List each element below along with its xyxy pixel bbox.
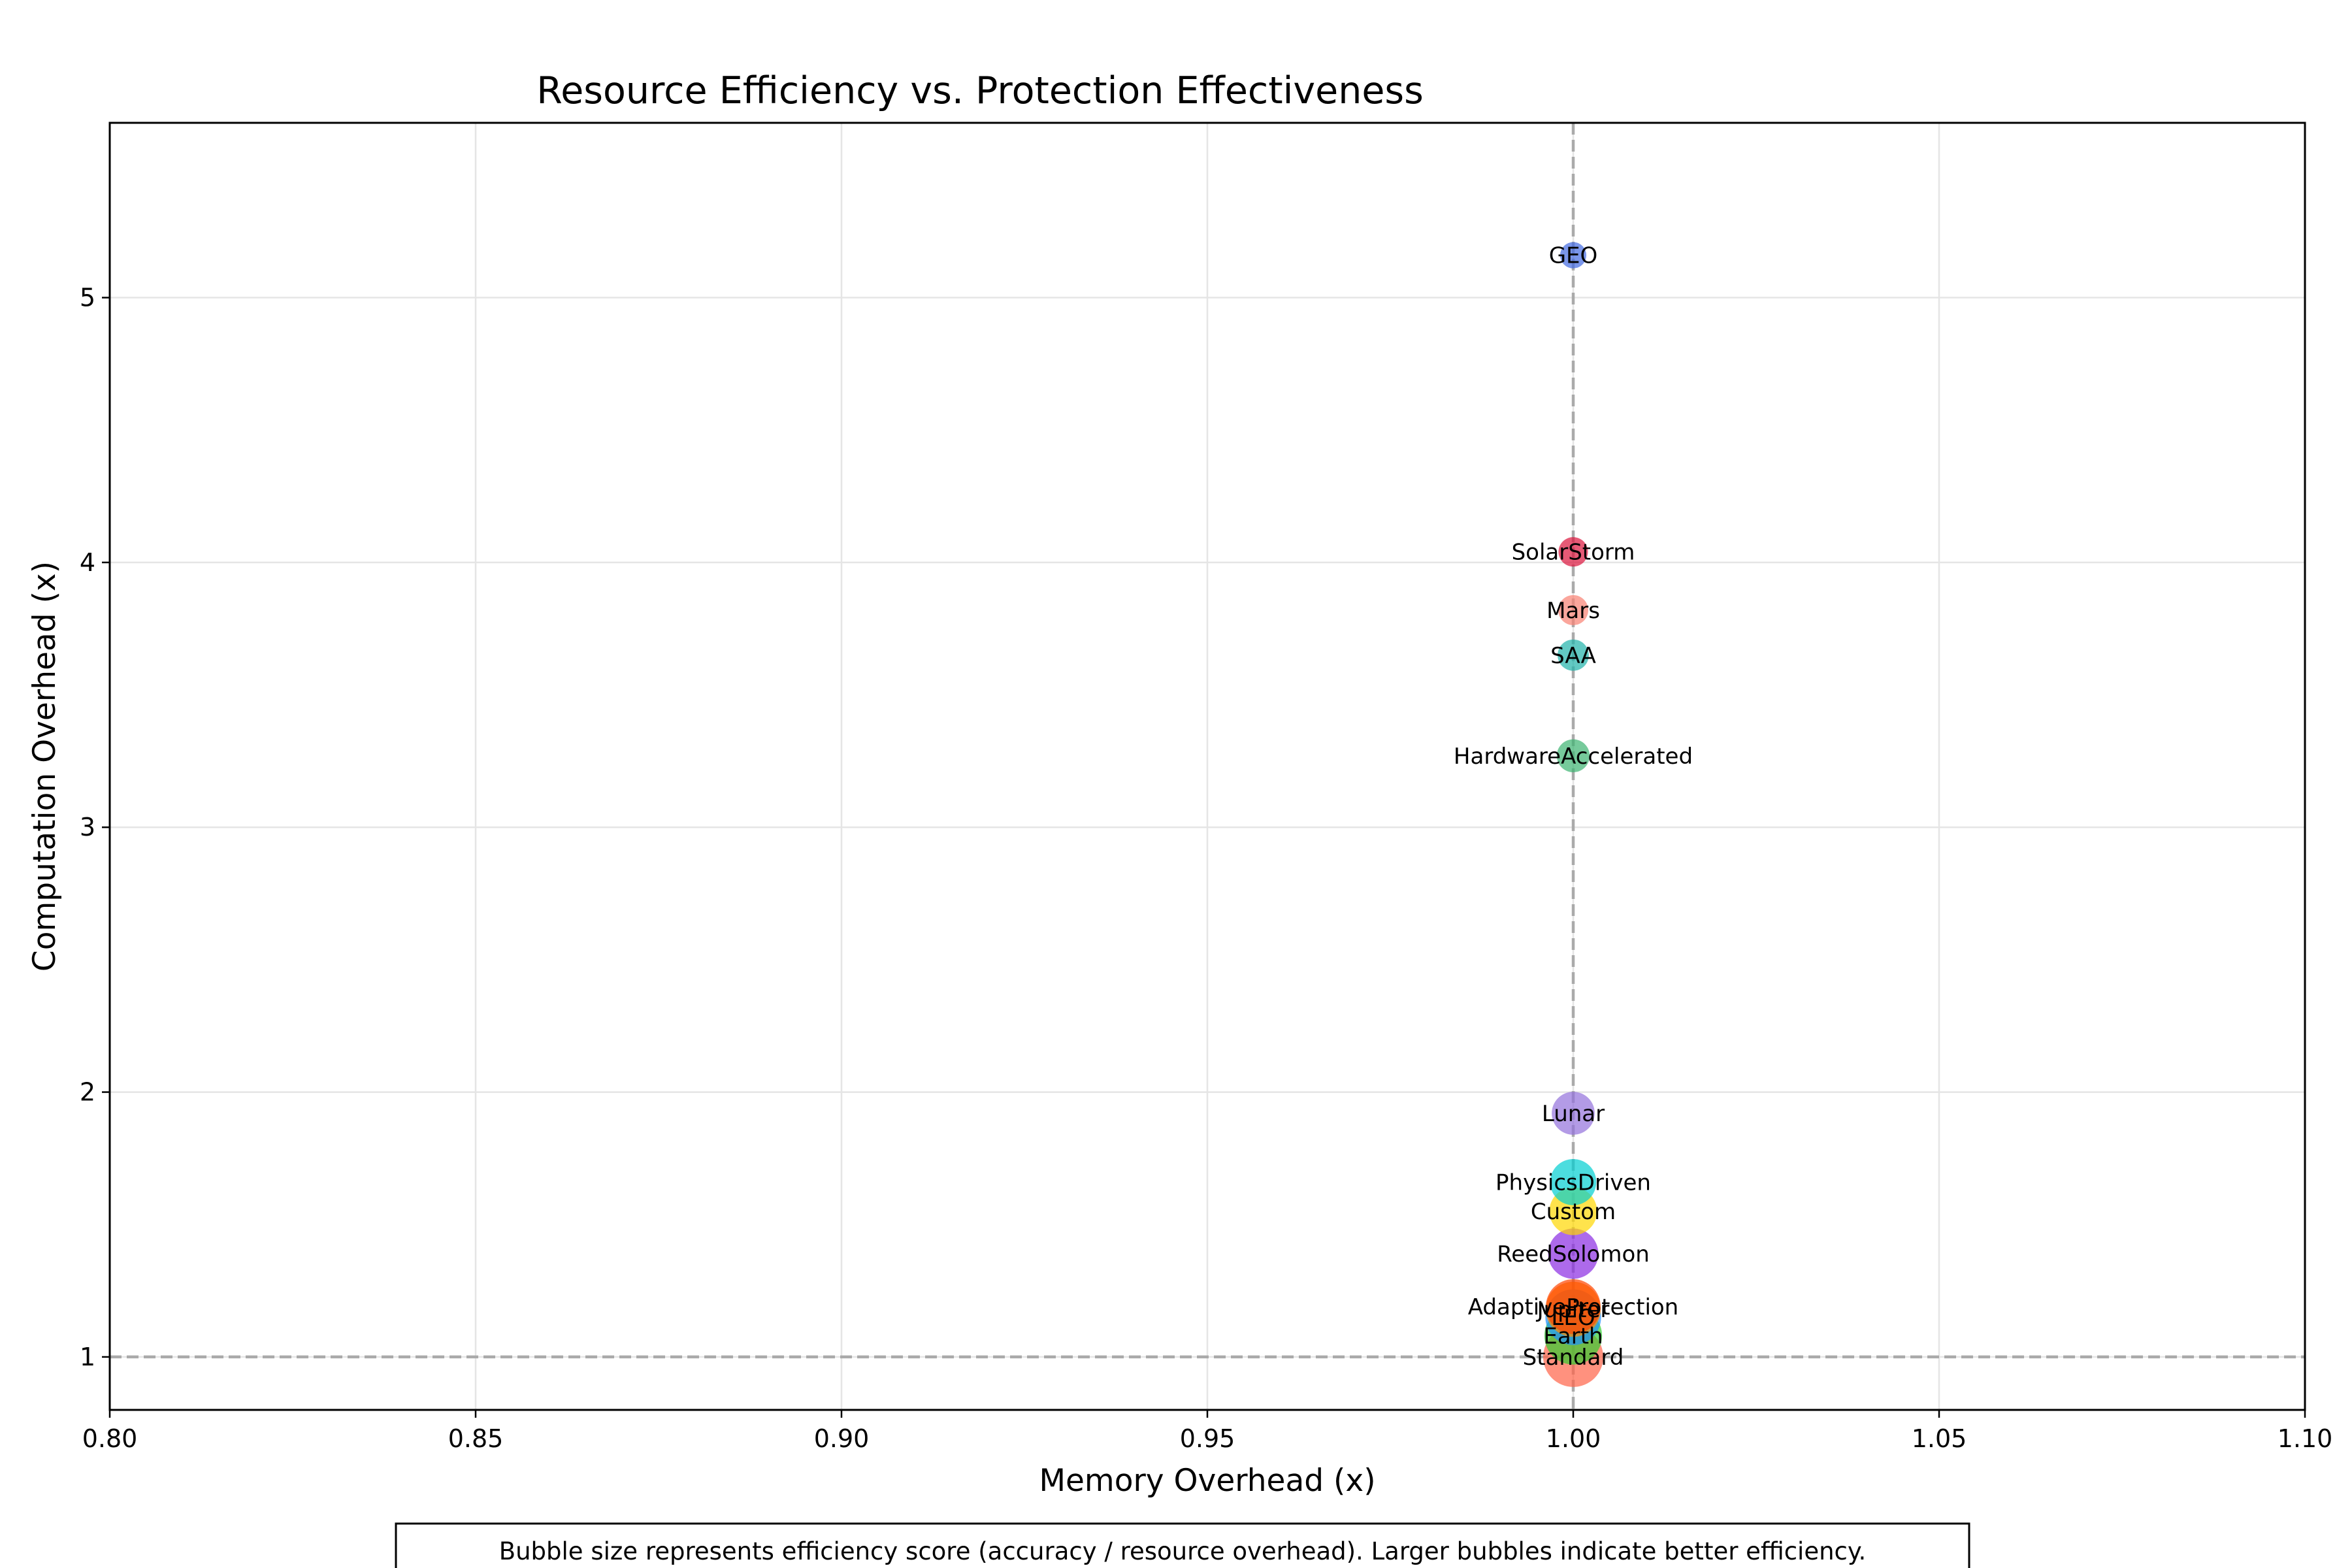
bubble-label: HardwareAccelerated: [1454, 743, 1693, 770]
x-tick-label: 1.10: [2278, 1424, 2333, 1453]
bubble-label: Mars: [1546, 598, 1600, 624]
bubble: [1548, 1228, 1599, 1279]
y-tick-label: 3: [80, 813, 95, 841]
x-tick-label: 0.85: [448, 1424, 504, 1453]
x-axis-ticks: 0.80 0.85 0.90 0.95 1.00 1.05 1.10: [82, 1410, 2333, 1453]
y-tick-label: 1: [80, 1343, 95, 1371]
bubble-label: Jupiter: [1536, 1297, 1610, 1323]
bubble-label: LEO: [1551, 1305, 1595, 1331]
bubble-label: AdaptiveProtection: [1468, 1294, 1679, 1320]
bubble-label: PhysicsDriven: [1495, 1169, 1651, 1196]
bubble: [1552, 1092, 1595, 1135]
bubble: [1550, 1159, 1597, 1205]
x-tick-label: 1.05: [1912, 1424, 1967, 1453]
bubble-series: [1543, 242, 1603, 1387]
x-tick-label: 0.80: [82, 1424, 138, 1453]
bubble-label: GEO: [1549, 243, 1598, 269]
bubble-label: Custom: [1531, 1199, 1616, 1225]
y-tick-label: 4: [80, 548, 95, 577]
y-tick-label: 5: [80, 284, 95, 312]
x-tick-label: 0.95: [1180, 1424, 1235, 1453]
x-axis-label: Memory Overhead (x): [1039, 1463, 1375, 1499]
bubble-labels: GEO SolarStorm Mars SAA HardwareAccelerated L…: [1454, 243, 1693, 1371]
bubble-label: ReedSolomon: [1497, 1241, 1650, 1267]
bubble-label: Standard: [1523, 1345, 1624, 1371]
caption-box: [395, 1522, 1970, 1568]
bubble: [1546, 1279, 1601, 1334]
bubble-label: Lunar: [1542, 1101, 1605, 1127]
bubble: [1558, 639, 1589, 671]
x-tick-label: 0.90: [814, 1424, 870, 1453]
chart-title: Resource Efficiency vs. Protection Effec…: [536, 69, 1424, 112]
bubble-label: Earth: [1543, 1324, 1603, 1350]
y-axis-ticks: 1 2 3 4 5: [80, 284, 110, 1371]
x-tick-label: 1.00: [1546, 1424, 1601, 1453]
bubble: [1556, 739, 1590, 772]
bubble: [1558, 595, 1588, 625]
bubble-label: SolarStorm: [1512, 540, 1635, 566]
y-axis-label: Computation Overhead (x): [27, 561, 63, 972]
y-tick-label: 2: [80, 1078, 95, 1107]
bubble: [1560, 242, 1587, 269]
bubble: [1558, 537, 1588, 567]
bubble-label: SAA: [1550, 643, 1596, 669]
caption-text: Bubble size represents efficiency score …: [499, 1537, 1867, 1565]
